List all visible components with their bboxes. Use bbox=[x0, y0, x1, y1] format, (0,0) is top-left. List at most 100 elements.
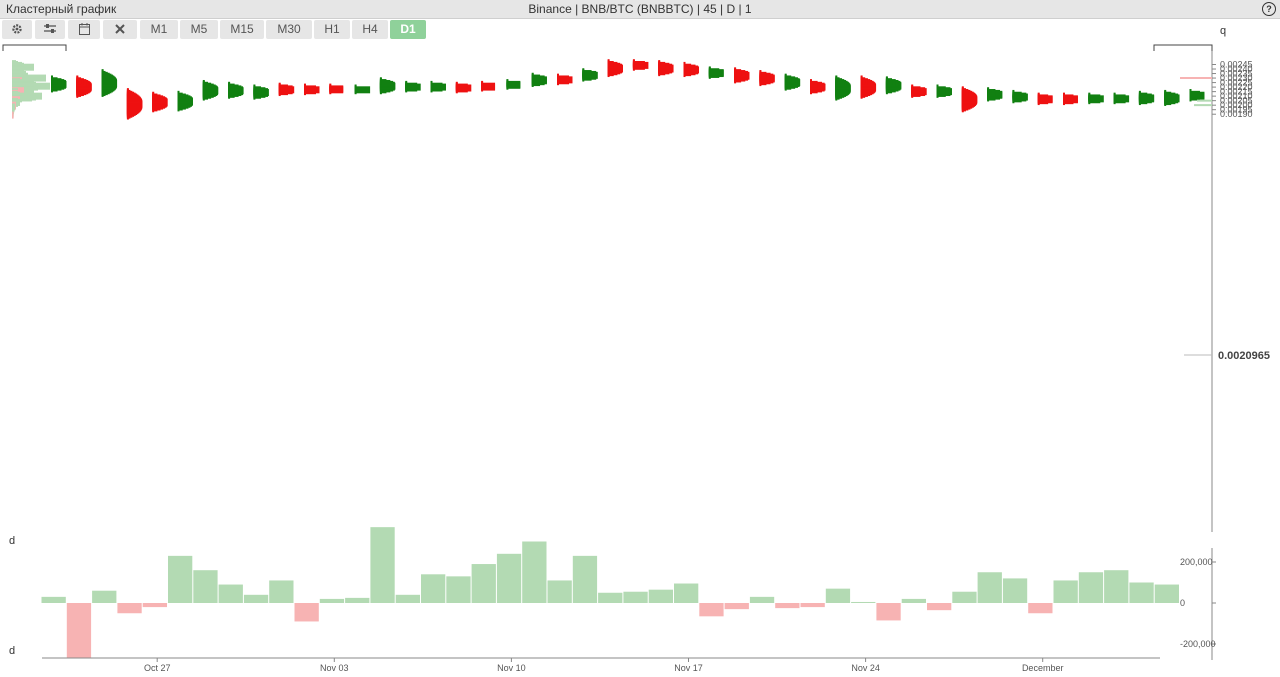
delta-axis: 200,000 0 -200,000 bbox=[1180, 548, 1216, 660]
cluster-cell bbox=[683, 61, 686, 69]
delta-bar bbox=[1154, 584, 1179, 603]
cluster-candle bbox=[1037, 92, 1053, 106]
delta-bar bbox=[623, 591, 648, 603]
price-tick-label: 0.00215 bbox=[1220, 87, 1253, 97]
cluster-cell bbox=[455, 83, 468, 91]
q-label: q bbox=[1220, 25, 1226, 37]
cluster-cell bbox=[936, 84, 939, 92]
delta-bar bbox=[648, 589, 673, 603]
cluster-cell bbox=[76, 77, 82, 85]
cluster-candle bbox=[152, 91, 168, 113]
time-tick-label: Nov 10 bbox=[497, 663, 526, 673]
title-bar: Кластерный график Binance | BNB/BTC (BNB… bbox=[0, 0, 1280, 19]
cluster-cell bbox=[885, 76, 888, 84]
sliders-icon bbox=[44, 24, 56, 33]
cluster-candle bbox=[683, 61, 699, 78]
time-tick-label: Nov 17 bbox=[674, 663, 703, 673]
cluster-cell bbox=[961, 86, 964, 94]
chart-title: Binance | BNB/BTC (BNBBTC) | 45 | D | 1 bbox=[528, 2, 752, 16]
delta-histogram bbox=[41, 527, 1179, 659]
cluster-candle bbox=[658, 60, 674, 77]
cluster-cell bbox=[582, 68, 585, 76]
cluster-cell bbox=[278, 82, 281, 90]
cluster-cell bbox=[961, 88, 966, 96]
time-axis: Oct 27 Nov 03 Nov 10 Nov 17 Nov 24 December bbox=[42, 657, 1160, 673]
delta-bar bbox=[1053, 580, 1078, 603]
time-tick-label: Oct 27 bbox=[144, 663, 171, 673]
cluster-candle bbox=[708, 66, 724, 79]
delta-bar bbox=[66, 603, 92, 659]
price-tick-label: 0.00205 bbox=[1220, 96, 1253, 106]
cluster-candle bbox=[784, 73, 801, 91]
cluster-cell bbox=[708, 66, 711, 74]
cluster-cell bbox=[632, 59, 635, 67]
cluster-candle bbox=[936, 84, 952, 98]
delta-bar bbox=[370, 527, 395, 603]
delta-bar bbox=[851, 601, 876, 603]
close-button[interactable] bbox=[103, 20, 137, 39]
cluster-cell bbox=[354, 86, 371, 94]
cluster-cell bbox=[177, 90, 180, 98]
cluster-candle bbox=[531, 72, 547, 87]
delta-bar bbox=[421, 574, 446, 603]
delta-bar bbox=[471, 564, 496, 603]
cluster-cell bbox=[228, 81, 231, 89]
timeframe-m15[interactable]: M15 bbox=[220, 20, 264, 39]
current-price-label: 0.0020965 bbox=[1218, 350, 1270, 362]
delta-bar bbox=[193, 570, 218, 603]
cluster-candle bbox=[987, 87, 1003, 102]
profile-bar bbox=[12, 74, 46, 82]
timeframe-m30[interactable]: M30 bbox=[266, 20, 312, 39]
cluster-candle bbox=[506, 79, 521, 90]
help-icon[interactable]: ? bbox=[1262, 2, 1276, 16]
cluster-cell bbox=[253, 84, 256, 92]
delta-bar bbox=[395, 594, 420, 603]
cluster-cell bbox=[1063, 92, 1065, 100]
indicators-button[interactable] bbox=[35, 20, 65, 39]
price-axis: 0.002450.002400.002350.002300.002250.002… bbox=[1180, 51, 1253, 532]
cluster-cell bbox=[177, 92, 183, 100]
cluster-cell bbox=[379, 77, 382, 85]
cluster-cell bbox=[379, 79, 387, 87]
cluster-candle bbox=[911, 84, 927, 98]
cluster-cell bbox=[1088, 94, 1101, 102]
timeframe-h4[interactable]: H4 bbox=[352, 20, 388, 39]
cluster-candle bbox=[481, 80, 496, 92]
calendar-button[interactable] bbox=[68, 20, 100, 39]
cluster-candle bbox=[177, 90, 193, 112]
delta-bar bbox=[674, 583, 699, 603]
cluster-cell bbox=[759, 71, 767, 79]
timeframe-d1[interactable]: D1 bbox=[390, 20, 426, 39]
timeframe-h1[interactable]: H1 bbox=[314, 20, 350, 39]
cluster-cell bbox=[430, 82, 443, 90]
cluster-candle bbox=[304, 83, 320, 96]
delta-bar bbox=[952, 591, 977, 603]
price-tick-label: 0.00230 bbox=[1220, 73, 1253, 83]
cluster-candle bbox=[455, 81, 472, 94]
price-tick-label: 0.00200 bbox=[1220, 100, 1253, 110]
timeframe-m1[interactable]: M1 bbox=[140, 20, 178, 39]
cluster-cell bbox=[202, 81, 209, 89]
cluster-candle bbox=[1164, 89, 1180, 106]
timeframe-m5[interactable]: M5 bbox=[180, 20, 218, 39]
delta-bar bbox=[1129, 582, 1154, 603]
cluster-candle bbox=[582, 68, 598, 82]
delta-bar bbox=[319, 598, 345, 603]
delta-tick-label: -200,000 bbox=[1180, 639, 1216, 649]
delta-bar bbox=[218, 584, 243, 603]
cluster-cell bbox=[784, 73, 787, 81]
cluster-cell bbox=[481, 80, 484, 88]
delta-bar bbox=[1078, 572, 1104, 603]
delta-bar bbox=[1028, 603, 1053, 614]
delta-tick-label: 0 bbox=[1180, 598, 1185, 608]
cluster-cell bbox=[304, 85, 316, 93]
settings-button[interactable] bbox=[2, 20, 32, 39]
cluster-cell bbox=[51, 75, 53, 83]
cluster-cell bbox=[759, 70, 762, 78]
cluster-candle bbox=[329, 83, 344, 95]
cluster-candle bbox=[228, 81, 244, 99]
cluster-cell bbox=[708, 68, 720, 76]
cluster-cell bbox=[126, 88, 129, 96]
cluster-cell bbox=[76, 75, 79, 83]
